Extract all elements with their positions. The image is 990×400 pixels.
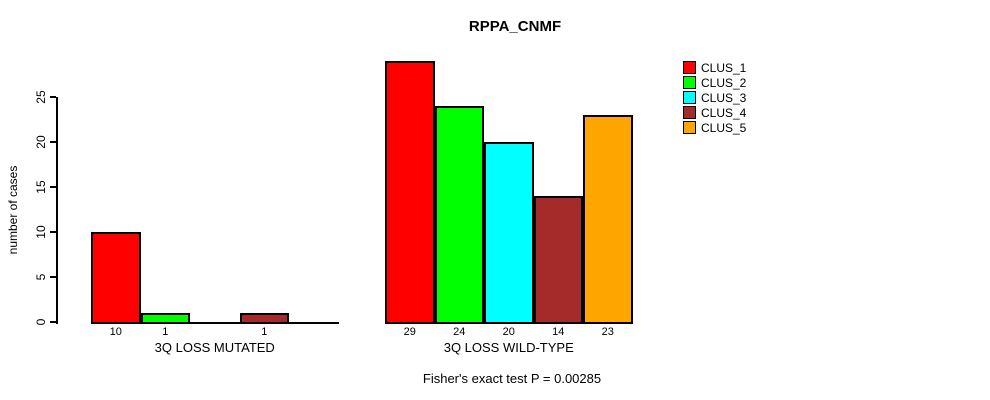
y-axis-tick bbox=[50, 321, 56, 323]
y-axis-tick bbox=[50, 186, 56, 188]
bar-clus_4 bbox=[533, 196, 583, 324]
y-axis-tick bbox=[50, 141, 56, 143]
bar-clus_4 bbox=[239, 313, 289, 324]
x-axis-group-label: 3Q LOSS MUTATED bbox=[154, 340, 275, 355]
legend-color-swatch-icon bbox=[683, 106, 696, 119]
bar-value-label: 23 bbox=[601, 326, 614, 338]
footer-annotation: Fisher's exact test P = 0.00285 bbox=[422, 371, 602, 386]
y-axis-tick-label: 0 bbox=[34, 318, 48, 326]
y-axis-tick-label: 20 bbox=[34, 135, 48, 149]
bar-value-label: 14 bbox=[552, 326, 565, 338]
legend-item: CLUS_1 bbox=[683, 60, 746, 75]
x-axis-baseline bbox=[91, 322, 339, 324]
bar-value-label: 20 bbox=[502, 326, 515, 338]
x-axis-group-label: 3Q LOSS WILD-TYPE bbox=[443, 340, 574, 355]
legend-color-swatch-icon bbox=[683, 76, 696, 89]
bar-value-label: 1 bbox=[261, 326, 268, 338]
bar-clus_1 bbox=[91, 232, 141, 324]
bar-clus_1 bbox=[385, 61, 435, 324]
legend-color-swatch-icon bbox=[683, 61, 696, 74]
y-axis-line bbox=[56, 97, 58, 324]
y-axis-tick bbox=[50, 276, 56, 278]
y-axis-tick-label: 25 bbox=[34, 90, 48, 104]
legend: CLUS_1 CLUS_2 CLUS_3 CLUS_4 CLUS_5 bbox=[683, 60, 746, 135]
bar-value-label: 29 bbox=[403, 326, 416, 338]
y-axis-tick-label: 10 bbox=[34, 225, 48, 239]
y-axis-label: number of cases bbox=[6, 165, 20, 255]
bar-value-label: 1 bbox=[162, 326, 169, 338]
y-axis-tick bbox=[50, 96, 56, 98]
legend-item-label: CLUS_1 bbox=[701, 60, 747, 75]
legend-item: CLUS_2 bbox=[683, 75, 746, 90]
bar-value-label: 24 bbox=[453, 326, 466, 338]
legend-item: CLUS_3 bbox=[683, 90, 746, 105]
legend-item-label: CLUS_5 bbox=[701, 120, 747, 135]
legend-color-swatch-icon bbox=[683, 121, 696, 134]
legend-item: CLUS_4 bbox=[683, 105, 746, 120]
bar-clus_2 bbox=[434, 106, 484, 324]
legend-color-swatch-icon bbox=[683, 91, 696, 104]
y-axis-tick-label: 5 bbox=[34, 273, 48, 281]
legend-item-label: CLUS_3 bbox=[701, 90, 747, 105]
bar-clus_3 bbox=[484, 142, 534, 324]
legend-item-label: CLUS_4 bbox=[701, 105, 747, 120]
y-axis-tick bbox=[50, 231, 56, 233]
bar-value-label: 10 bbox=[109, 326, 122, 338]
bar-clus_5 bbox=[583, 115, 633, 324]
y-axis-tick-label: 15 bbox=[34, 180, 48, 194]
legend-item: CLUS_5 bbox=[683, 120, 746, 135]
chart-title: RPPA_CNMF bbox=[468, 18, 562, 35]
bar-clus_2 bbox=[140, 313, 190, 324]
legend-item-label: CLUS_2 bbox=[701, 75, 747, 90]
